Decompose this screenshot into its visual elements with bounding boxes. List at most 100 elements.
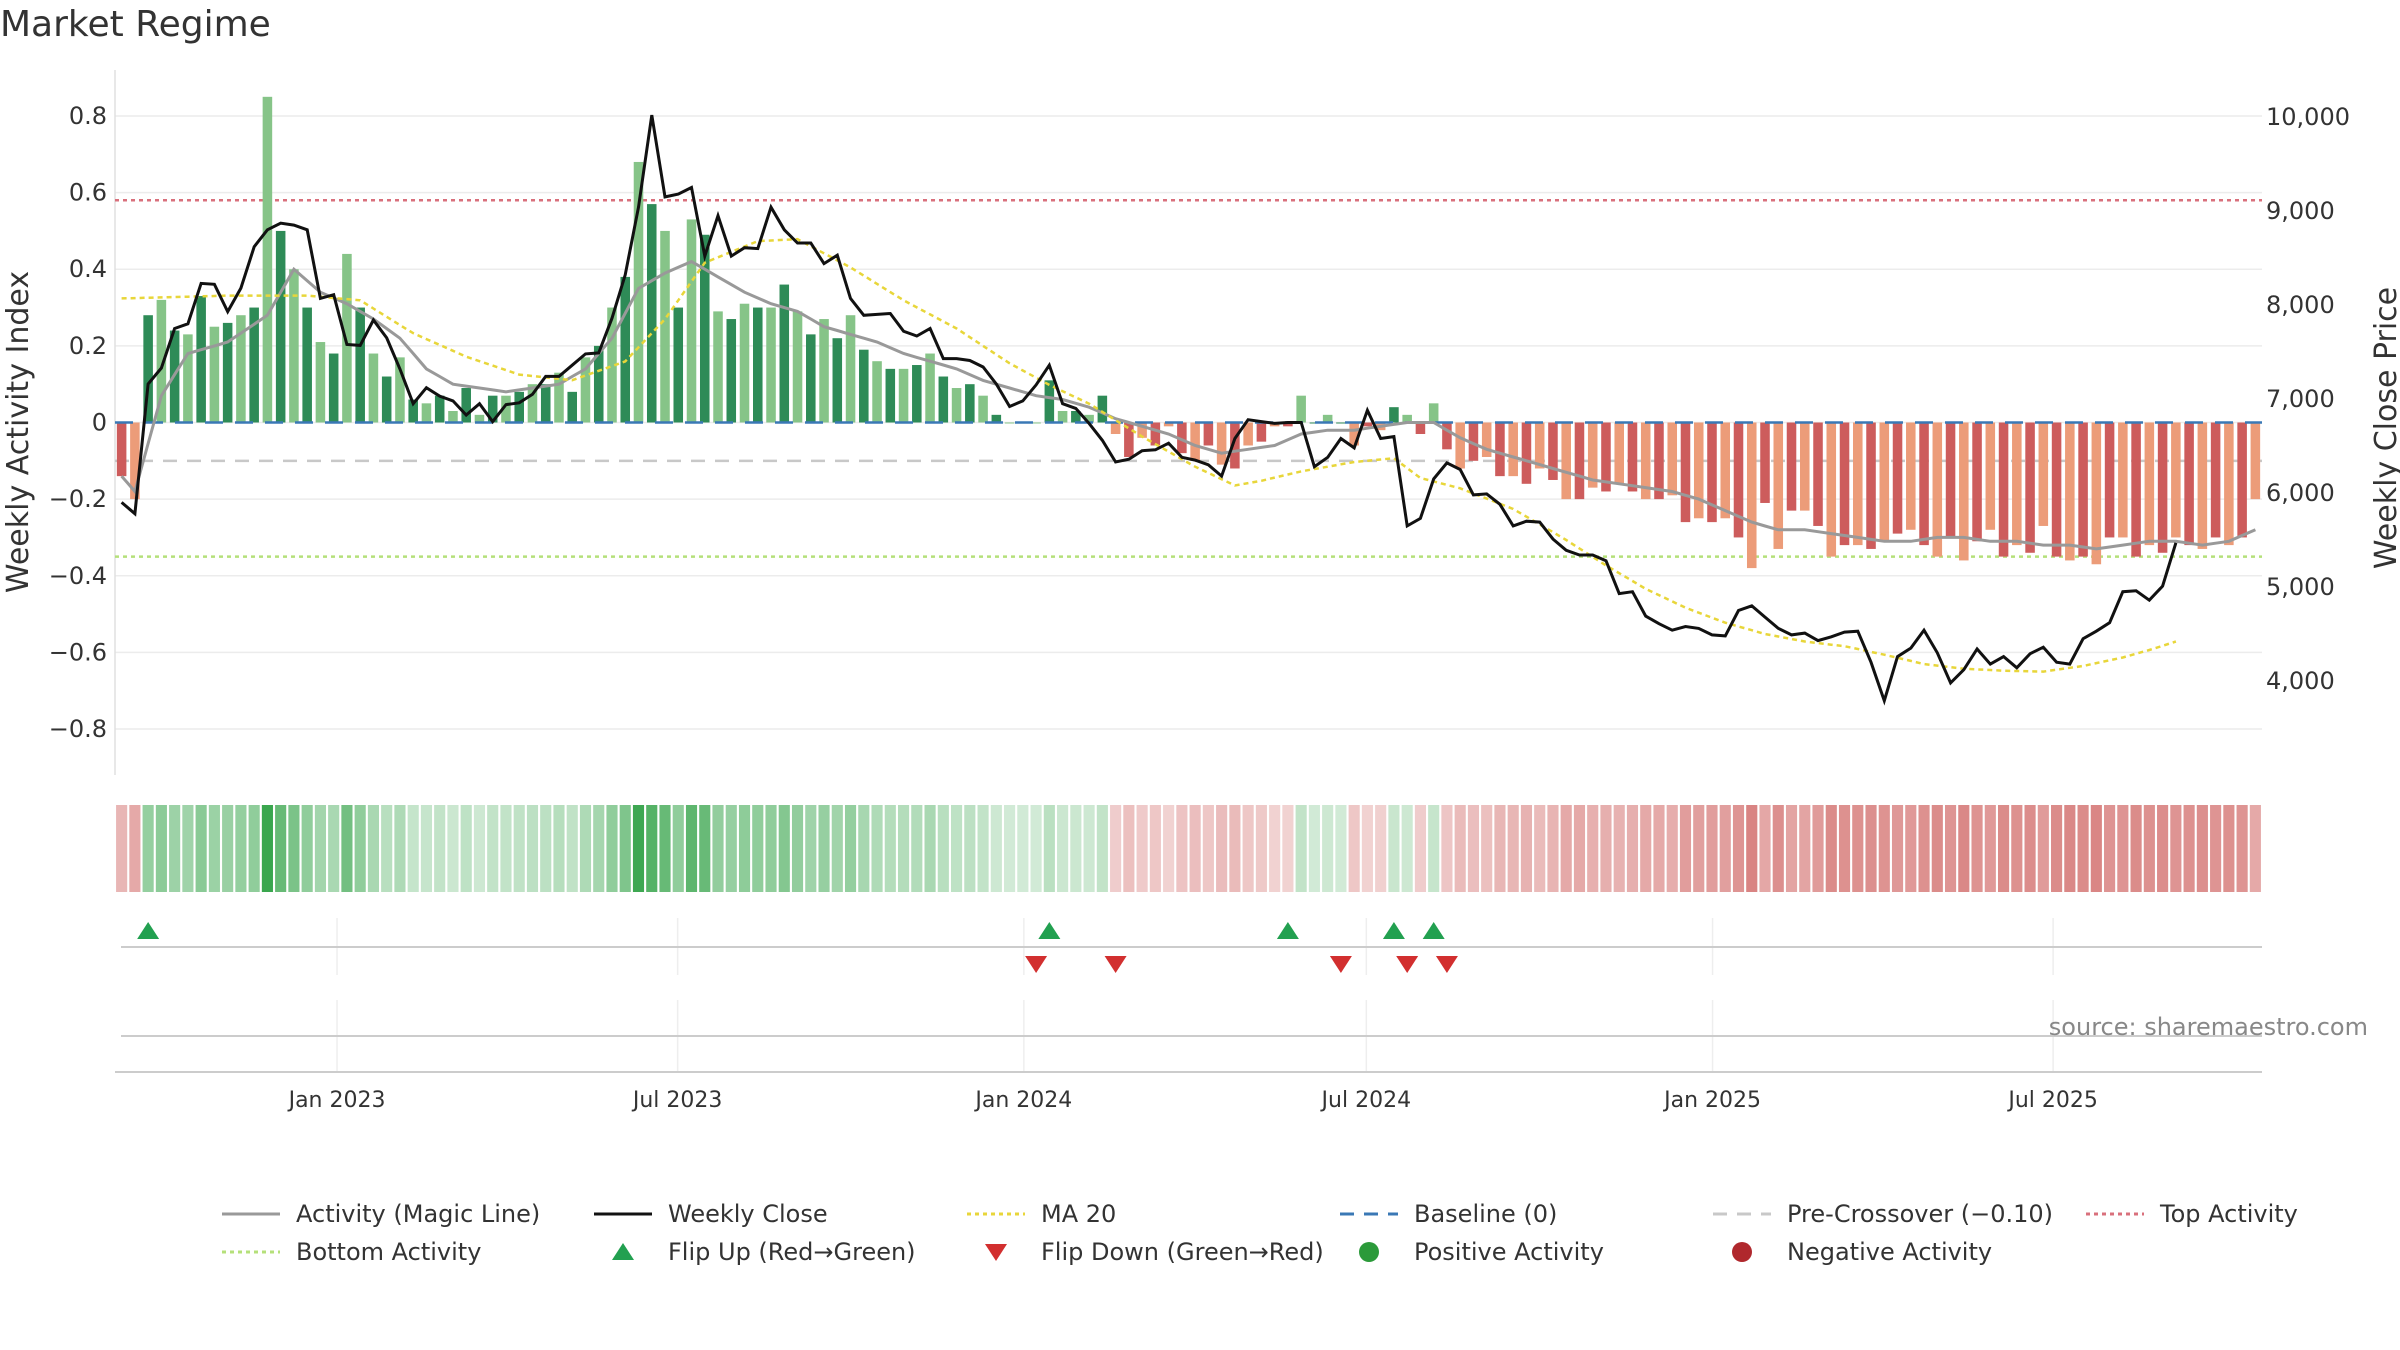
regime-cell [990,805,1002,892]
activity-bar [1892,422,1903,534]
activity-bar [646,204,657,423]
regime-cell [1361,805,1373,892]
regime-cell [1388,805,1400,892]
regime-cell [314,805,326,892]
activity-bar [2144,422,2155,546]
regime-cell [487,805,499,892]
regime-cell [1891,805,1904,892]
activity-bar [1296,395,1306,423]
regime-cell [977,805,989,892]
regime-cell [447,805,459,892]
activity-bar [1839,422,1850,546]
regime-cell [1282,805,1294,892]
y-right-tick-label: 5,000 [2266,573,2335,601]
activity-bar [739,303,750,423]
regime-cell [1799,805,1811,892]
activity-bar [355,307,365,423]
regime-cell [2210,805,2222,892]
regime-cell [434,805,446,892]
flip-up-marker [1038,922,1061,939]
regime-cell [1878,805,1890,892]
activity-bar [1919,422,1929,546]
grid-layer [114,70,2262,1072]
regime-cell [1295,805,1307,892]
y-right-tick-label: 6,000 [2266,479,2335,507]
y-left-tick-label: 0.4 [69,255,107,283]
activity-bar [806,334,816,423]
activity-bar [2025,422,2035,553]
regime-cell [2223,805,2235,892]
activity-bar [1097,395,1108,423]
legend-swatch [2086,1212,2144,1216]
activity-bar [1720,422,1731,519]
activity-bar [1746,422,1757,569]
regime-cell [142,805,154,892]
regime-cell [1865,805,1877,892]
activity-bar [726,319,737,423]
activity-bar [2038,422,2049,526]
activity-bar [1177,422,1187,454]
activity-bar [1680,422,1691,523]
regime-cell [1693,805,1705,892]
activity-bar [832,338,843,423]
regime-cell [1706,805,1718,892]
legend-label: Pre-Crossover (−0.10) [1787,1200,2054,1228]
activity-bar [951,388,962,423]
activity-bar [713,311,723,423]
regime-cell [1759,805,1771,892]
activity-bar [1786,422,1797,511]
regime-cell [1189,805,1201,892]
activity-bar [872,361,882,423]
regime-cell [699,805,711,892]
regime-cell [169,805,181,892]
regime-cell [235,805,247,892]
activity-bar [819,319,829,423]
regime-cell [2077,805,2089,892]
regime-cell [473,805,486,892]
activity-bar [845,315,856,423]
regime-cell [1004,805,1016,892]
activity-bar [607,307,617,423]
regime-cell [208,805,220,892]
regime-cell [1454,805,1466,892]
regime-cell [738,805,751,892]
regime-cell [420,805,433,892]
flip-up-marker [1382,922,1405,939]
flip-down-marker [1329,956,1352,973]
regime-cell [367,805,380,892]
activity-bar [753,307,763,423]
x-tick-label: Jan 2023 [287,1088,386,1113]
activity-bar [1879,422,1890,542]
activity-bar [196,296,206,423]
activity-bar [1561,422,1571,500]
activity-bar [1071,411,1081,423]
activity-bar [1693,422,1704,519]
regime-cell [513,805,525,892]
activity-bar [1587,422,1598,488]
activity-bar [130,422,140,500]
y-axis-left-label: Weekly Activity Index [1,271,36,593]
activity-bar [1031,422,1041,424]
regime-cell [261,805,273,892]
activity-bar [2171,422,2181,538]
activity-bar [1906,422,1916,530]
regime-cell [1057,805,1069,892]
activity-bar [2104,422,2115,538]
activity-bar [1389,407,1399,423]
activity-bar [1707,422,1717,523]
regime-cell [1746,805,1758,892]
regime-cell [1149,805,1161,892]
regime-cell [911,805,923,892]
regime-cell [1255,805,1267,892]
activity-bar [2250,422,2261,500]
flip-down-marker [1104,956,1127,973]
regime-cell [1944,805,1957,892]
regime-cell [1666,805,1678,892]
activity-bar [2078,422,2088,557]
magic-line [120,259,2256,551]
regime-cell [1573,805,1586,892]
regime-cell [2104,805,2116,892]
regime-cell [1653,805,1665,892]
regime-cell [2037,805,2049,892]
regime-cell [129,805,141,892]
